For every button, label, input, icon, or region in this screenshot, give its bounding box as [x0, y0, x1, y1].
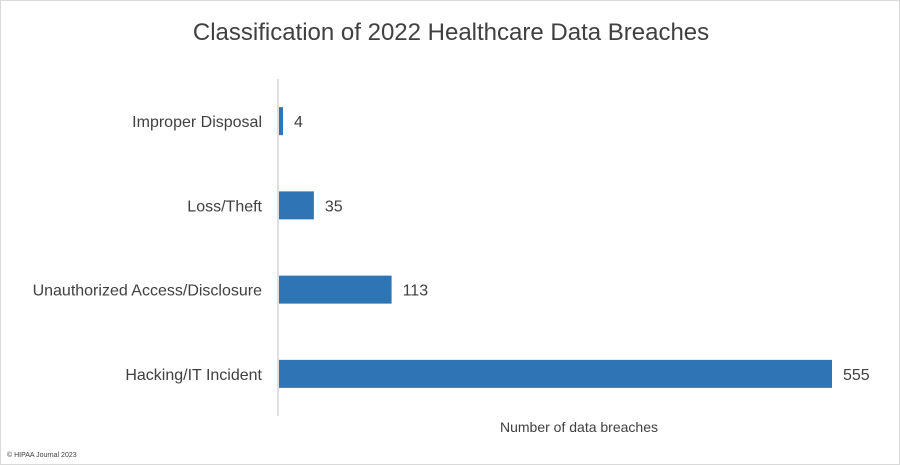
- copyright-notice: © HIPAA Journal 2023: [7, 452, 77, 459]
- value-label: 4: [294, 114, 303, 131]
- value-label: 113: [403, 283, 429, 300]
- bar: [279, 359, 832, 388]
- bar: [279, 275, 392, 304]
- bar: [279, 107, 283, 136]
- category-label: Unauthorized Access/Disclosure: [33, 283, 263, 300]
- category-label: Improper Disposal: [132, 114, 262, 131]
- x-axis-label: Number of data breaches: [500, 419, 658, 435]
- category-label: Hacking/IT Incident: [125, 367, 262, 384]
- value-label: 555: [843, 367, 870, 384]
- category-label: Loss/Theft: [187, 198, 262, 215]
- chart-title: Classification of 2022 Healthcare Data B…: [192, 19, 710, 46]
- bar: [279, 191, 314, 220]
- value-label: 35: [325, 198, 343, 215]
